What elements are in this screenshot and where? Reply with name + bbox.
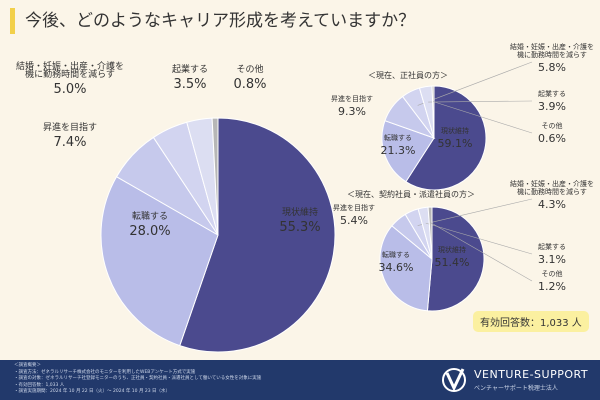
pie-slice [379, 225, 433, 312]
slice-label: 起業する [538, 242, 566, 251]
slice-value: 28.0% [129, 224, 170, 239]
leader-line [428, 100, 533, 103]
slice-value: 7.4% [53, 135, 86, 150]
slice-label: 現状維持 [441, 126, 469, 135]
slice-label: 起業する [538, 89, 566, 98]
slice-label: 昇進を目指す [333, 203, 375, 212]
slice-label: その他 [542, 121, 563, 130]
slice-label: 結婚・妊娠・出産・介護を [510, 179, 594, 188]
leader-line [417, 198, 533, 226]
footer: ＜調査概要＞ ・調査方法：ゼネラルリサーチ株式会社のモニターを利用したWEBアン… [0, 360, 600, 400]
slice-label: 昇進を目指す [43, 121, 97, 133]
pie-title: ＜現在、契約社員・派遣社員の方＞ [347, 189, 475, 199]
pie-slice [426, 206, 485, 312]
slice-label: 結婚・妊娠・出産・介護を [16, 60, 124, 72]
pie-slice [100, 176, 219, 347]
pie-slice [179, 117, 336, 353]
slice-value: 3.1% [538, 253, 566, 266]
note-line: ・有効回答数：1,033 人 [14, 382, 65, 388]
slice-label: 転職する [132, 211, 168, 222]
slice-value: 21.3% [381, 144, 416, 157]
brand-subtitle: ベンチャーサポート税理士法人 [474, 385, 558, 392]
slice-label: 起業する [172, 63, 208, 75]
leader-line [425, 222, 533, 255]
pie-charts: 現状維持 55.3% 転職する 28.0% 昇進を目指す 7.4% 結婚・妊娠・出産・介護を… [16, 42, 594, 353]
logo-icon [442, 368, 466, 392]
note-line: ・調査実施期間：2024 年 10 月 22 日（火）～ 2024 年 10 月… [14, 389, 171, 394]
slice-label: 機に勤務時間を減らす [25, 68, 115, 80]
slice-value: 0.8% [233, 77, 266, 92]
slice-value: 3.9% [538, 100, 566, 113]
note-line: ＜調査概要＞ [14, 363, 41, 368]
slice-value: 9.3% [338, 105, 366, 118]
slice-label: 現状維持 [438, 245, 466, 254]
slice-label: その他 [236, 63, 263, 75]
leader-line [433, 101, 533, 134]
slice-label: 昇進を目指す [331, 94, 373, 103]
slice-value: 0.6% [538, 132, 566, 145]
slice-label: その他 [542, 269, 563, 278]
pie-slice [211, 117, 219, 236]
slice-value: 55.3% [279, 220, 320, 235]
pie-slice [431, 85, 435, 139]
slice-label: 転職する [384, 133, 412, 142]
leader-line [417, 61, 533, 106]
page-title: 今後、どのようなキャリア形成を考えていますか？ [10, 8, 415, 34]
slice-value: 3.5% [173, 77, 206, 92]
total-responses: 有効回答数：1,033 人 [473, 311, 589, 332]
brand-name: VENTURE-SUPPORT [474, 368, 589, 381]
slice-value: 1.2% [538, 280, 566, 293]
leader-line [430, 222, 533, 282]
slice-label: 機に勤務時間を減らす [517, 187, 587, 196]
slice-value: 5.8% [538, 61, 566, 74]
survey-notes: ＜調査概要＞ ・調査方法：ゼネラルリサーチ株式会社のモニターを利用したWEBアン… [14, 363, 261, 396]
slice-value: 34.6% [379, 261, 414, 274]
slice-label: 現状維持 [282, 206, 318, 218]
slice-value: 59.1% [438, 137, 473, 150]
pie-slice [381, 120, 435, 183]
pie-slice [427, 206, 433, 260]
note-line: ・調査の対象：ゼネラルリサーチ社登録モニターのうち、正社員・契約社員・派遣社員と… [14, 376, 262, 381]
slice-value: 51.4% [435, 256, 470, 269]
slice-label: 転職する [382, 250, 410, 259]
slice-value: 5.4% [340, 214, 368, 227]
slice-value: 5.0% [53, 82, 86, 97]
pie-title: ＜現在、正社員の方＞ [368, 70, 448, 80]
slice-value: 4.3% [538, 198, 566, 211]
slice-label: 結婚・妊娠・出産・介護を [510, 42, 594, 51]
slice-label: 機に勤務時間を減らす [517, 50, 587, 59]
note-line: ・調査方法：ゼネラルリサーチ株式会社のモニターを利用したWEBアンケート方式で実… [14, 369, 196, 375]
